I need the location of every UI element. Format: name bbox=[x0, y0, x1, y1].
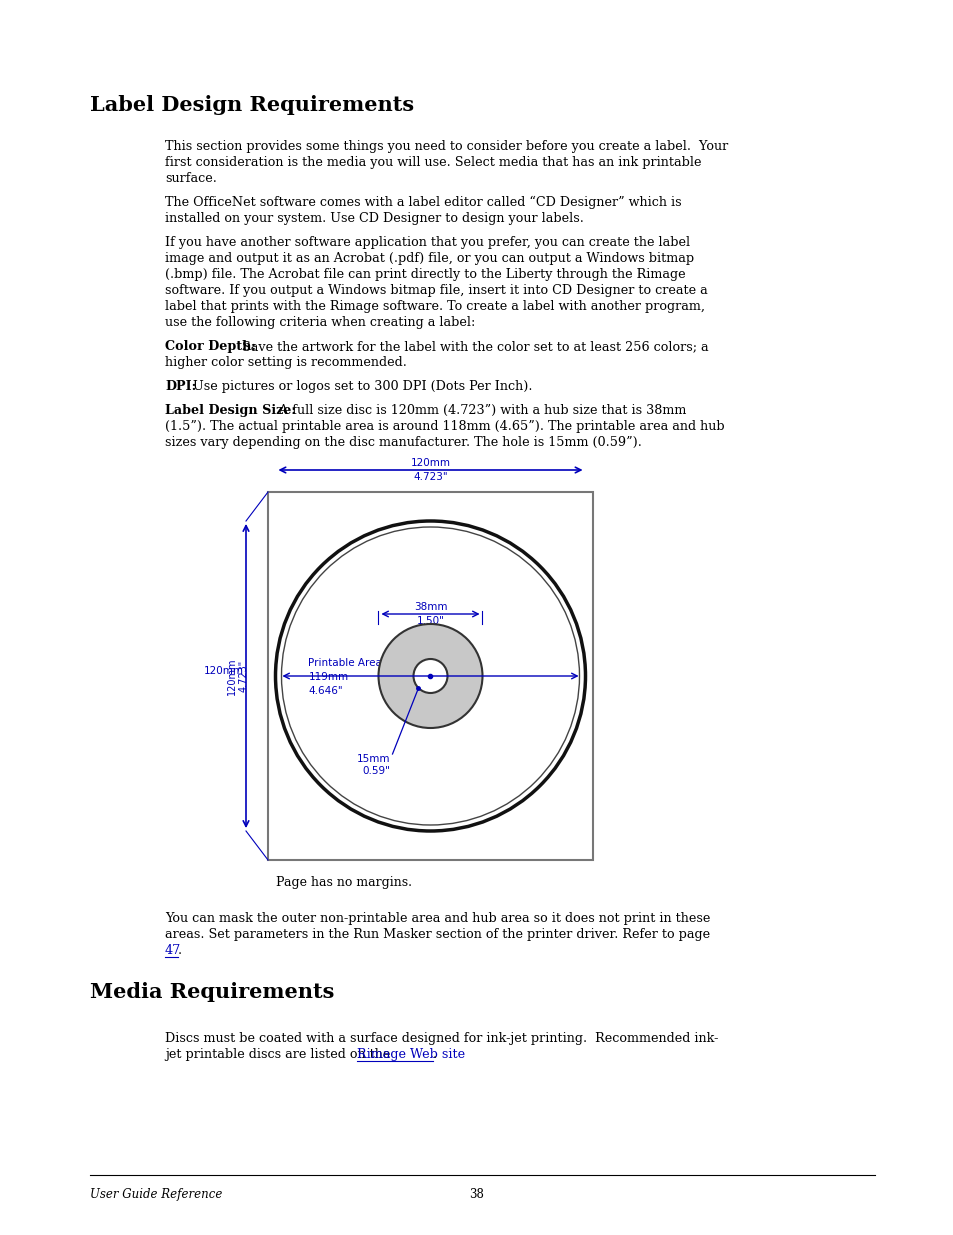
Text: Printable Area: Printable Area bbox=[308, 658, 382, 668]
Text: (.bmp) file. The Acrobat file can print directly to the Liberty through the Rima: (.bmp) file. The Acrobat file can print … bbox=[165, 268, 685, 282]
Text: DPI:: DPI: bbox=[165, 380, 196, 393]
Text: (1.5”). The actual printable area is around 118mm (4.65”). The printable area an: (1.5”). The actual printable area is aro… bbox=[165, 420, 724, 433]
Text: 119mm: 119mm bbox=[308, 672, 348, 682]
Text: You can mask the outer non-printable area and hub area so it does not print in t: You can mask the outer non-printable are… bbox=[165, 911, 710, 925]
Text: Media Requirements: Media Requirements bbox=[90, 982, 334, 1002]
Text: 120mm: 120mm bbox=[204, 666, 244, 676]
Text: 1.50": 1.50" bbox=[416, 616, 444, 626]
Text: 120mm: 120mm bbox=[410, 458, 450, 468]
Text: 47: 47 bbox=[165, 944, 181, 957]
Text: User Guide Reference: User Guide Reference bbox=[90, 1188, 222, 1200]
Bar bbox=[268, 492, 593, 860]
Text: Color Depth:: Color Depth: bbox=[165, 340, 255, 353]
Text: Label Design Requirements: Label Design Requirements bbox=[90, 95, 414, 115]
Text: first consideration is the media you will use. Select media that has an ink prin: first consideration is the media you wil… bbox=[165, 156, 700, 169]
Text: areas. Set parameters in the Run Masker section of the printer driver. Refer to : areas. Set parameters in the Run Masker … bbox=[165, 927, 709, 941]
Text: .: . bbox=[433, 1049, 436, 1061]
Text: This section provides some things you need to consider before you create a label: This section provides some things you ne… bbox=[165, 140, 727, 153]
Text: label that prints with the Rimage software. To create a label with another progr: label that prints with the Rimage softwa… bbox=[165, 300, 704, 312]
Text: 38: 38 bbox=[469, 1188, 484, 1200]
Text: 4.723": 4.723" bbox=[413, 472, 447, 482]
Circle shape bbox=[413, 659, 447, 693]
Text: Label Design Size:: Label Design Size: bbox=[165, 404, 295, 417]
Text: 15mm: 15mm bbox=[356, 755, 390, 764]
Text: 4.646": 4.646" bbox=[308, 685, 343, 697]
Text: If you have another software application that you prefer, you can create the lab: If you have another software application… bbox=[165, 236, 689, 249]
Circle shape bbox=[378, 624, 482, 727]
Text: Use pictures or logos set to 300 DPI (Dots Per Inch).: Use pictures or logos set to 300 DPI (Do… bbox=[190, 380, 533, 393]
Text: Page has no margins.: Page has no margins. bbox=[275, 876, 412, 889]
Circle shape bbox=[275, 521, 585, 831]
Text: The OfficeNet software comes with a label editor called “CD Designer” which is: The OfficeNet software comes with a labe… bbox=[165, 196, 680, 209]
Text: sizes vary depending on the disc manufacturer. The hole is 15mm (0.59”).: sizes vary depending on the disc manufac… bbox=[165, 436, 641, 450]
Text: 0.59": 0.59" bbox=[362, 766, 390, 776]
Text: software. If you output a Windows bitmap file, insert it into CD Designer to cre: software. If you output a Windows bitmap… bbox=[165, 284, 707, 296]
Text: Rimage Web site: Rimage Web site bbox=[356, 1049, 464, 1061]
Text: .: . bbox=[178, 944, 182, 957]
Text: Discs must be coated with a surface designed for ink-jet printing.  Recommended : Discs must be coated with a surface desi… bbox=[165, 1032, 718, 1045]
Text: 120mm
4.723": 120mm 4.723" bbox=[227, 657, 249, 695]
Text: higher color setting is recommended.: higher color setting is recommended. bbox=[165, 356, 406, 369]
Text: image and output it as an Acrobat (.pdf) file, or you can output a Windows bitma: image and output it as an Acrobat (.pdf)… bbox=[165, 252, 694, 266]
Text: surface.: surface. bbox=[165, 172, 216, 185]
Text: jet printable discs are listed on the: jet printable discs are listed on the bbox=[165, 1049, 394, 1061]
Text: use the following criteria when creating a label:: use the following criteria when creating… bbox=[165, 316, 475, 329]
Text: Save the artwork for the label with the color set to at least 256 colors; a: Save the artwork for the label with the … bbox=[238, 340, 708, 353]
Text: A full size disc is 120mm (4.723”) with a hub size that is 38mm: A full size disc is 120mm (4.723”) with … bbox=[274, 404, 685, 417]
Text: installed on your system. Use CD Designer to design your labels.: installed on your system. Use CD Designe… bbox=[165, 212, 583, 225]
Text: 38mm: 38mm bbox=[414, 601, 447, 613]
